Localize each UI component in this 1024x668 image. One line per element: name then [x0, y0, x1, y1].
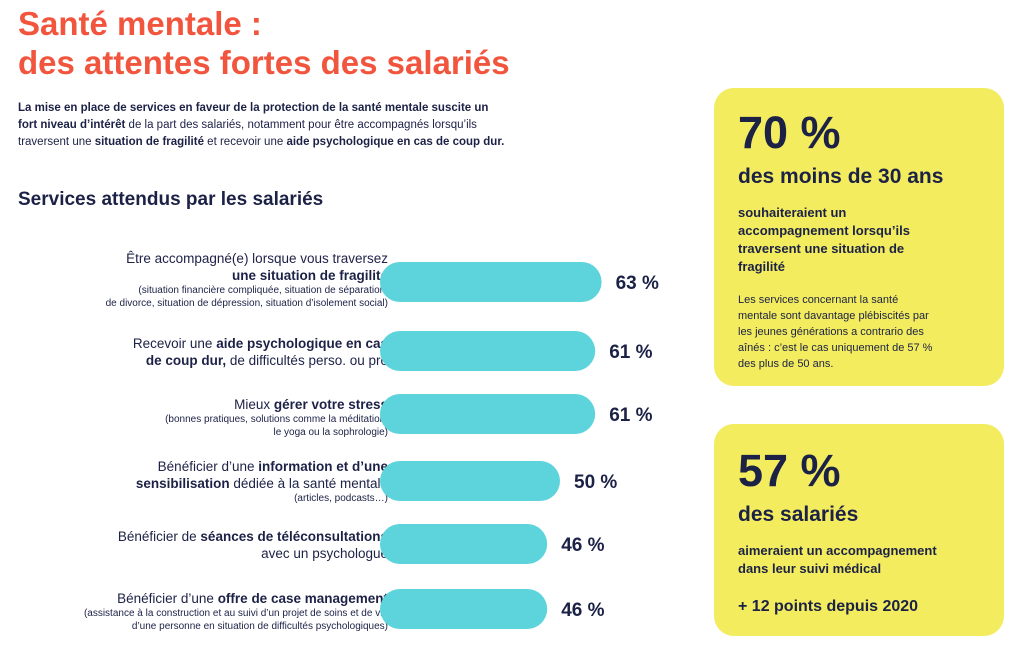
bar-5 — [380, 524, 548, 564]
page-title: Santé mentale : des attentes fortes des … — [18, 4, 510, 82]
intro-bold-2: fort niveau d’intérêt — [18, 119, 126, 131]
label-4-sub-1: (articles, podcasts…) — [294, 493, 388, 504]
title-line-1: Santé mentale : — [18, 5, 262, 42]
label-4-line-2a: dédiée à la santé mentale — [229, 476, 388, 491]
label-4-line-1a: Bénéficier d’une — [157, 459, 259, 474]
intro-text-2: traversent une — [18, 136, 95, 148]
value-label-6: 46 % — [561, 600, 604, 621]
card-1-note-5: des plus de 50 ans. — [738, 358, 834, 370]
intro-bold-4: aide psychologique en cas de coup dur. — [286, 136, 505, 148]
label-4-line-2b: sensibilisation — [135, 476, 230, 491]
category-label-2: Recevoir une aide psychologique en cas d… — [133, 335, 388, 369]
card-1-text-3: traversent une situation de — [738, 241, 905, 256]
label-6-line-1b: offre de case management — [217, 591, 388, 606]
label-5-line-2a: avec un psychologue — [261, 546, 388, 561]
label-1-line-2: une situation de fragilité — [231, 268, 388, 283]
value-label-5: 46 % — [561, 535, 604, 556]
card-1-text-1: souhaiteraient un — [738, 205, 847, 220]
label-3-sub-1: (bonnes pratiques, solutions comme la mé… — [165, 414, 388, 425]
stat-card-employees: 57 % des salariés aimeraient un accompag… — [714, 424, 1004, 636]
label-2-line-1b: aide psychologique en cas — [216, 336, 388, 351]
card-2-subtitle: des salariés — [738, 503, 859, 526]
bar-3 — [380, 394, 596, 434]
card-1-note-3: les jeunes générations a contrario des — [738, 326, 924, 338]
label-5-line-1a: Bénéficier de — [117, 529, 201, 544]
intro-text-1: de la part des salariés, notamment pour … — [125, 119, 477, 131]
label-2-line-1a: Recevoir une — [132, 336, 217, 351]
card-2-points: + 12 points depuis 2020 — [738, 598, 919, 615]
card-1-note-1: Les services concernant la santé — [738, 294, 899, 306]
category-label-6: Bénéficier d’une offre de case managemen… — [84, 590, 388, 633]
stat-card-young: 70 % des moins de 30 ans souhaiteraient … — [714, 88, 1004, 386]
bar-2 — [380, 331, 596, 371]
bar-4 — [380, 461, 560, 501]
value-label-1: 63 % — [616, 273, 659, 294]
label-6-line-1a: Bénéficier d’une — [117, 591, 218, 606]
card-1-note: Les services concernant la santé mentale… — [738, 292, 988, 372]
category-label-1: Être accompagné(e) lorsque vous traverse… — [106, 250, 388, 310]
card-1-subtitle: des moins de 30 ans — [738, 165, 944, 188]
section-title: Services attendus par les salariés — [18, 189, 324, 210]
label-6-sub-2: d’une personne en situation de difficult… — [131, 621, 388, 632]
card-1-text: souhaiteraient un accompagnement lorsqu’… — [738, 204, 988, 276]
category-label-3: Mieux gérer votre stress (bonnes pratiqu… — [165, 396, 388, 439]
label-3-sub-2: le yoga ou la sophrologie) — [273, 427, 388, 438]
label-3-line-1b: gérer votre stress — [273, 397, 388, 412]
card-1-text-4: fragilité — [738, 259, 785, 274]
label-2-line-2a: de difficultés perso. ou pro — [226, 353, 388, 368]
card-2-text-2: dans leur suivi médical — [738, 561, 882, 576]
label-5-line-1b: séances de téléconsultations — [200, 529, 388, 544]
value-label-3: 61 % — [609, 405, 652, 426]
label-1-sub-2: de divorce, situation de dépression, sit… — [105, 298, 388, 309]
label-3-line-1a: Mieux — [234, 397, 274, 412]
label-1-line-1: Être accompagné(e) lorsque vous traverse… — [126, 251, 388, 266]
card-1-percent: 70 % — [738, 107, 841, 158]
label-1-sub-1: (situation financière compliquée, situat… — [138, 285, 388, 296]
intro-text-3: et recevoir une — [203, 136, 287, 148]
value-label-2: 61 % — [609, 342, 652, 363]
category-label-5: Bénéficier de séances de téléconsultatio… — [118, 528, 388, 562]
card-2-text-1: aimeraient un accompagnement — [738, 543, 937, 558]
label-4-line-1b: information et d’une — [258, 459, 388, 474]
intro-paragraph: La mise en place de services en faveur d… — [18, 100, 598, 151]
label-2-line-2b: de coup dur, — [145, 353, 227, 368]
value-label-4: 50 % — [574, 472, 617, 493]
card-1-note-2: mentale sont davantage plébiscités par — [738, 310, 929, 322]
card-1-note-4: aînés : c’est le cas uniquement de 57 % — [738, 342, 933, 354]
bar-1 — [380, 262, 602, 302]
card-2-text: aimeraient un accompagnement dans leur s… — [738, 542, 988, 578]
intro-bold-3: situation de fragilité — [94, 136, 204, 148]
card-2-percent: 57 % — [738, 445, 841, 496]
label-6-sub-1: (assistance à la construction et au suiv… — [83, 608, 388, 619]
category-label-4: Bénéficier d’une information et d’une se… — [136, 458, 388, 505]
bar-6 — [380, 589, 548, 629]
title-line-2: des attentes fortes des salariés — [18, 44, 510, 81]
card-1-text-2: accompagnement lorsqu’ils — [738, 223, 910, 238]
intro-bold-1: La mise en place de services en faveur d… — [18, 102, 489, 114]
